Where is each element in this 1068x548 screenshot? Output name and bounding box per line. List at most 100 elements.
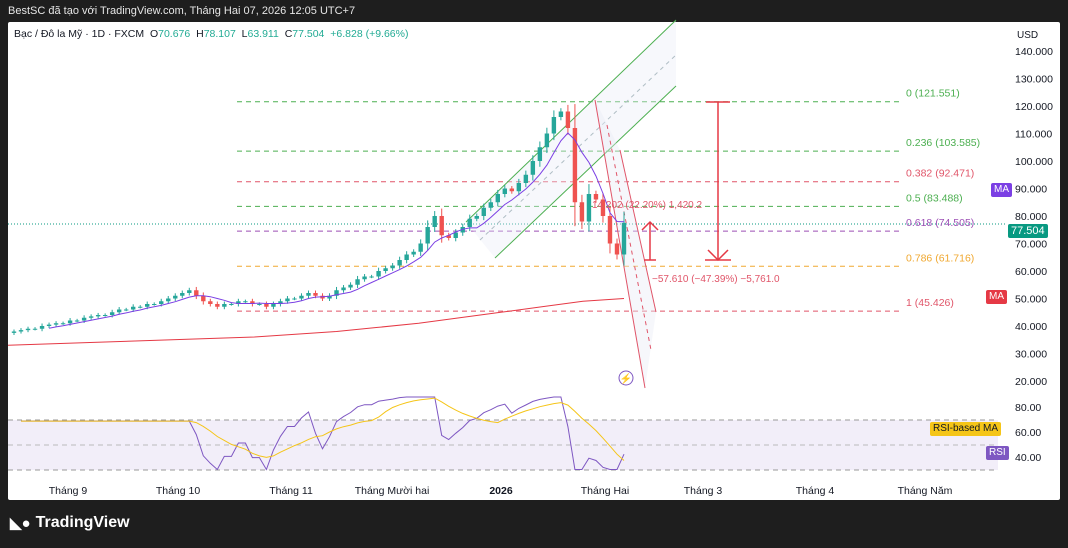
candle-body	[81, 317, 87, 321]
high-value: 78.107	[203, 28, 236, 40]
currency-label: USD	[1017, 30, 1038, 41]
candle-body	[116, 309, 122, 313]
candle-body	[404, 254, 409, 260]
svg-text:⚡: ⚡	[620, 372, 632, 385]
fib-retracement[interactable]: 0 (121.551) 0.236 (103.585) 0.382 (92.471)…	[237, 88, 980, 312]
candle-body	[334, 290, 339, 296]
rsi-tick: 40.00	[1015, 452, 1041, 464]
candle-body	[397, 260, 402, 266]
candle-body	[88, 316, 94, 318]
candle-body	[348, 284, 353, 288]
price-tick: 110.000	[1015, 129, 1052, 141]
low-label: L	[241, 28, 248, 40]
candle-body	[145, 304, 150, 307]
candle-body	[593, 194, 599, 200]
measure-up-arrow[interactable]	[641, 220, 659, 261]
symbol-name[interactable]: Bạc / Đô la Mỹ · 1D · FXCM	[14, 28, 145, 40]
low-value: 63.911	[247, 28, 279, 40]
candle-body	[544, 133, 550, 148]
candle-body	[306, 293, 311, 296]
candle-body	[432, 216, 437, 227]
tradingview-logo[interactable]: ◣● TradingView	[10, 514, 130, 532]
rsi-axis[interactable]: 80.00 60.00 40.00	[1015, 402, 1041, 464]
open-label: O	[149, 28, 159, 40]
candle-body	[67, 320, 73, 324]
candle-body	[187, 290, 192, 293]
measure-down-arrow[interactable]	[705, 101, 731, 262]
candle-body	[439, 216, 444, 236]
candle-body	[60, 323, 66, 325]
last-price-badge: 77.504	[1008, 224, 1048, 238]
open-value: 70.676	[158, 28, 191, 40]
time-tick: Tháng 9	[49, 485, 88, 497]
candle-body	[551, 117, 557, 134]
candle-body	[138, 306, 143, 308]
candle-body	[236, 301, 241, 304]
price-tick: 60.000	[1015, 266, 1047, 278]
fib-level-label: 0.382 (92.471)	[906, 168, 974, 180]
candle-body	[102, 315, 108, 316]
candle-body	[474, 216, 479, 219]
measure-down-label: −57.610 (−47.39%) −5,761.0	[652, 274, 780, 285]
candle-body	[25, 328, 31, 331]
candle-body	[607, 216, 613, 244]
rsi-ma-line	[21, 397, 625, 461]
rsi-tick: 80.00	[1015, 402, 1041, 414]
candle-body	[264, 304, 269, 307]
fib-level-label: 0.236 (103.585)	[906, 137, 980, 149]
candle-body	[362, 276, 367, 280]
time-tick: Tháng Năm	[898, 485, 953, 497]
rsi-badge: RSI	[986, 446, 1009, 460]
price-axis[interactable]: 140.000 130.000 120.000 110.000 100.000 90.00…	[1015, 46, 1053, 388]
fib-level-label: 0.618 (74.505)	[906, 217, 974, 229]
candle-body	[11, 331, 17, 333]
candle-body	[579, 202, 585, 222]
candle-body	[586, 194, 592, 222]
brand-name: TradingView	[35, 514, 130, 531]
candle-body	[488, 202, 493, 208]
time-tick: Tháng Mười hai	[355, 485, 430, 497]
candle-body	[243, 301, 248, 303]
candle-body	[565, 111, 571, 128]
candle-body	[425, 227, 430, 244]
price-tick: 130.000	[1015, 74, 1053, 86]
fib-level-label: 1 (45.426)	[906, 297, 954, 309]
candle-body	[572, 128, 578, 203]
candle-body	[159, 301, 164, 304]
candle-body	[446, 235, 451, 238]
time-tick: Tháng 3	[684, 485, 723, 497]
price-tick: 20.000	[1015, 376, 1047, 388]
candle-body	[257, 304, 262, 305]
time-axis[interactable]: Tháng 9 Tháng 10 Tháng 11 Tháng Mười hai 202…	[49, 485, 953, 497]
candle-body	[600, 199, 606, 216]
symbol-legend: Bạc / Đô la Mỹ · 1D · FXCM O70.676 H78.1…	[14, 28, 408, 40]
candle-body	[46, 324, 52, 326]
fib-level-label: 0.5 (83.488)	[906, 192, 963, 204]
candle-body	[222, 304, 227, 307]
candle-body	[383, 268, 388, 271]
price-tick: 80.000	[1015, 211, 1047, 223]
candle-body	[299, 295, 304, 299]
candle-body	[95, 315, 101, 317]
candle-body	[271, 304, 276, 307]
lightning-icon[interactable]: ⚡	[618, 370, 634, 386]
time-tick: Tháng Hai	[581, 485, 629, 497]
candle-body	[53, 323, 59, 325]
price-tick: 90.000	[1015, 184, 1047, 196]
candle-body	[621, 222, 627, 255]
candle-body	[495, 194, 500, 203]
measure-up-label: 14.202 (22.20%) 1,420.2	[592, 200, 703, 211]
candle-body	[109, 312, 115, 315]
candle-body	[418, 243, 423, 252]
candle-body	[123, 309, 129, 311]
parallel-channel[interactable]	[465, 19, 677, 259]
change-value: +6.828 (+9.66%)	[330, 28, 409, 40]
candle-body	[229, 304, 234, 305]
candle-body	[558, 111, 564, 117]
candle-body	[313, 293, 318, 296]
ma-slow-badge: MA	[986, 290, 1007, 304]
price-tick: 50.000	[1015, 294, 1047, 306]
candle-body	[376, 271, 381, 277]
rsi-ma-badge: RSI-based MA	[930, 422, 1002, 436]
